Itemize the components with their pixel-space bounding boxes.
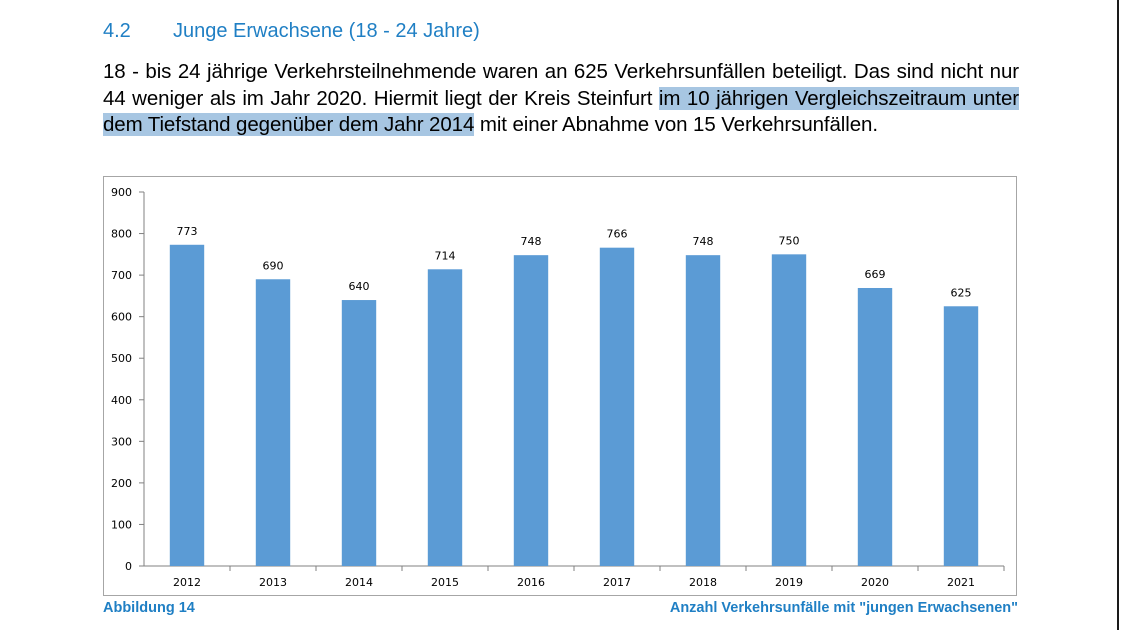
y-tick-label: 900 — [111, 186, 132, 199]
bar — [857, 287, 893, 566]
data-label: 714 — [435, 249, 456, 262]
y-tick-label: 0 — [125, 560, 132, 573]
x-tick-label: 2021 — [947, 576, 975, 589]
section-number: 4.2 — [103, 20, 131, 42]
bar — [341, 300, 377, 566]
section-heading: 4.2 Junge Erwachsene (18 - 24 Jahre) — [103, 20, 480, 43]
x-tick-label: 2013 — [259, 576, 287, 589]
data-label: 750 — [779, 234, 800, 247]
y-tick-label: 800 — [111, 228, 132, 241]
bar — [427, 269, 463, 566]
x-tick-label: 2020 — [861, 576, 889, 589]
x-tick-label: 2015 — [431, 576, 459, 589]
data-label: 625 — [951, 286, 972, 299]
paragraph-text-1: 18 - bis 24 jährige Verkehrsteilnehmende… — [103, 60, 1019, 110]
x-tick-label: 2014 — [345, 576, 373, 589]
data-label: 748 — [521, 235, 542, 248]
data-label: 766 — [607, 228, 628, 241]
x-tick-label: 2018 — [689, 576, 717, 589]
bar — [771, 254, 807, 566]
data-label: 669 — [865, 268, 886, 281]
bar — [255, 279, 291, 566]
data-label: 640 — [349, 280, 370, 293]
data-label: 748 — [693, 235, 714, 248]
y-tick-label: 100 — [111, 518, 132, 531]
data-label: 690 — [263, 259, 284, 272]
figure-caption: Anzahl Verkehrsunfälle mit "jungen Erwac… — [669, 600, 1018, 616]
x-tick-label: 2019 — [775, 576, 803, 589]
y-tick-label: 400 — [111, 394, 132, 407]
data-label: 773 — [177, 225, 198, 238]
bar — [169, 244, 205, 566]
bar — [943, 306, 979, 566]
section-title: Junge Erwachsene (18 - 24 Jahre) — [173, 20, 480, 42]
y-tick-label: 300 — [111, 435, 132, 448]
page-edge — [1117, 0, 1119, 630]
y-tick-label: 500 — [111, 352, 132, 365]
bar-chart: 0 100 200 300 400 500 600 700 800 900 773 2012 690 20… — [111, 186, 1005, 589]
x-tick-label: 2012 — [173, 576, 201, 589]
chart-frame: 0 100 200 300 400 500 600 700 800 900 773 2012 690 20… — [103, 176, 1017, 596]
y-tick-label: 600 — [111, 311, 132, 324]
body-paragraph: 18 - bis 24 jährige Verkehrsteilnehmende… — [103, 59, 1019, 139]
x-tick-label: 2016 — [517, 576, 545, 589]
y-tick-label: 200 — [111, 477, 132, 490]
paragraph-text-2: mit einer Abnahme von 15 Verkehrsunfälle… — [474, 113, 878, 136]
y-tick-label: 700 — [111, 269, 132, 282]
bar — [599, 247, 635, 566]
bar — [685, 255, 721, 567]
figure-number: Abbildung 14 — [103, 600, 195, 616]
x-tick-label: 2017 — [603, 576, 631, 589]
bar — [513, 255, 549, 567]
